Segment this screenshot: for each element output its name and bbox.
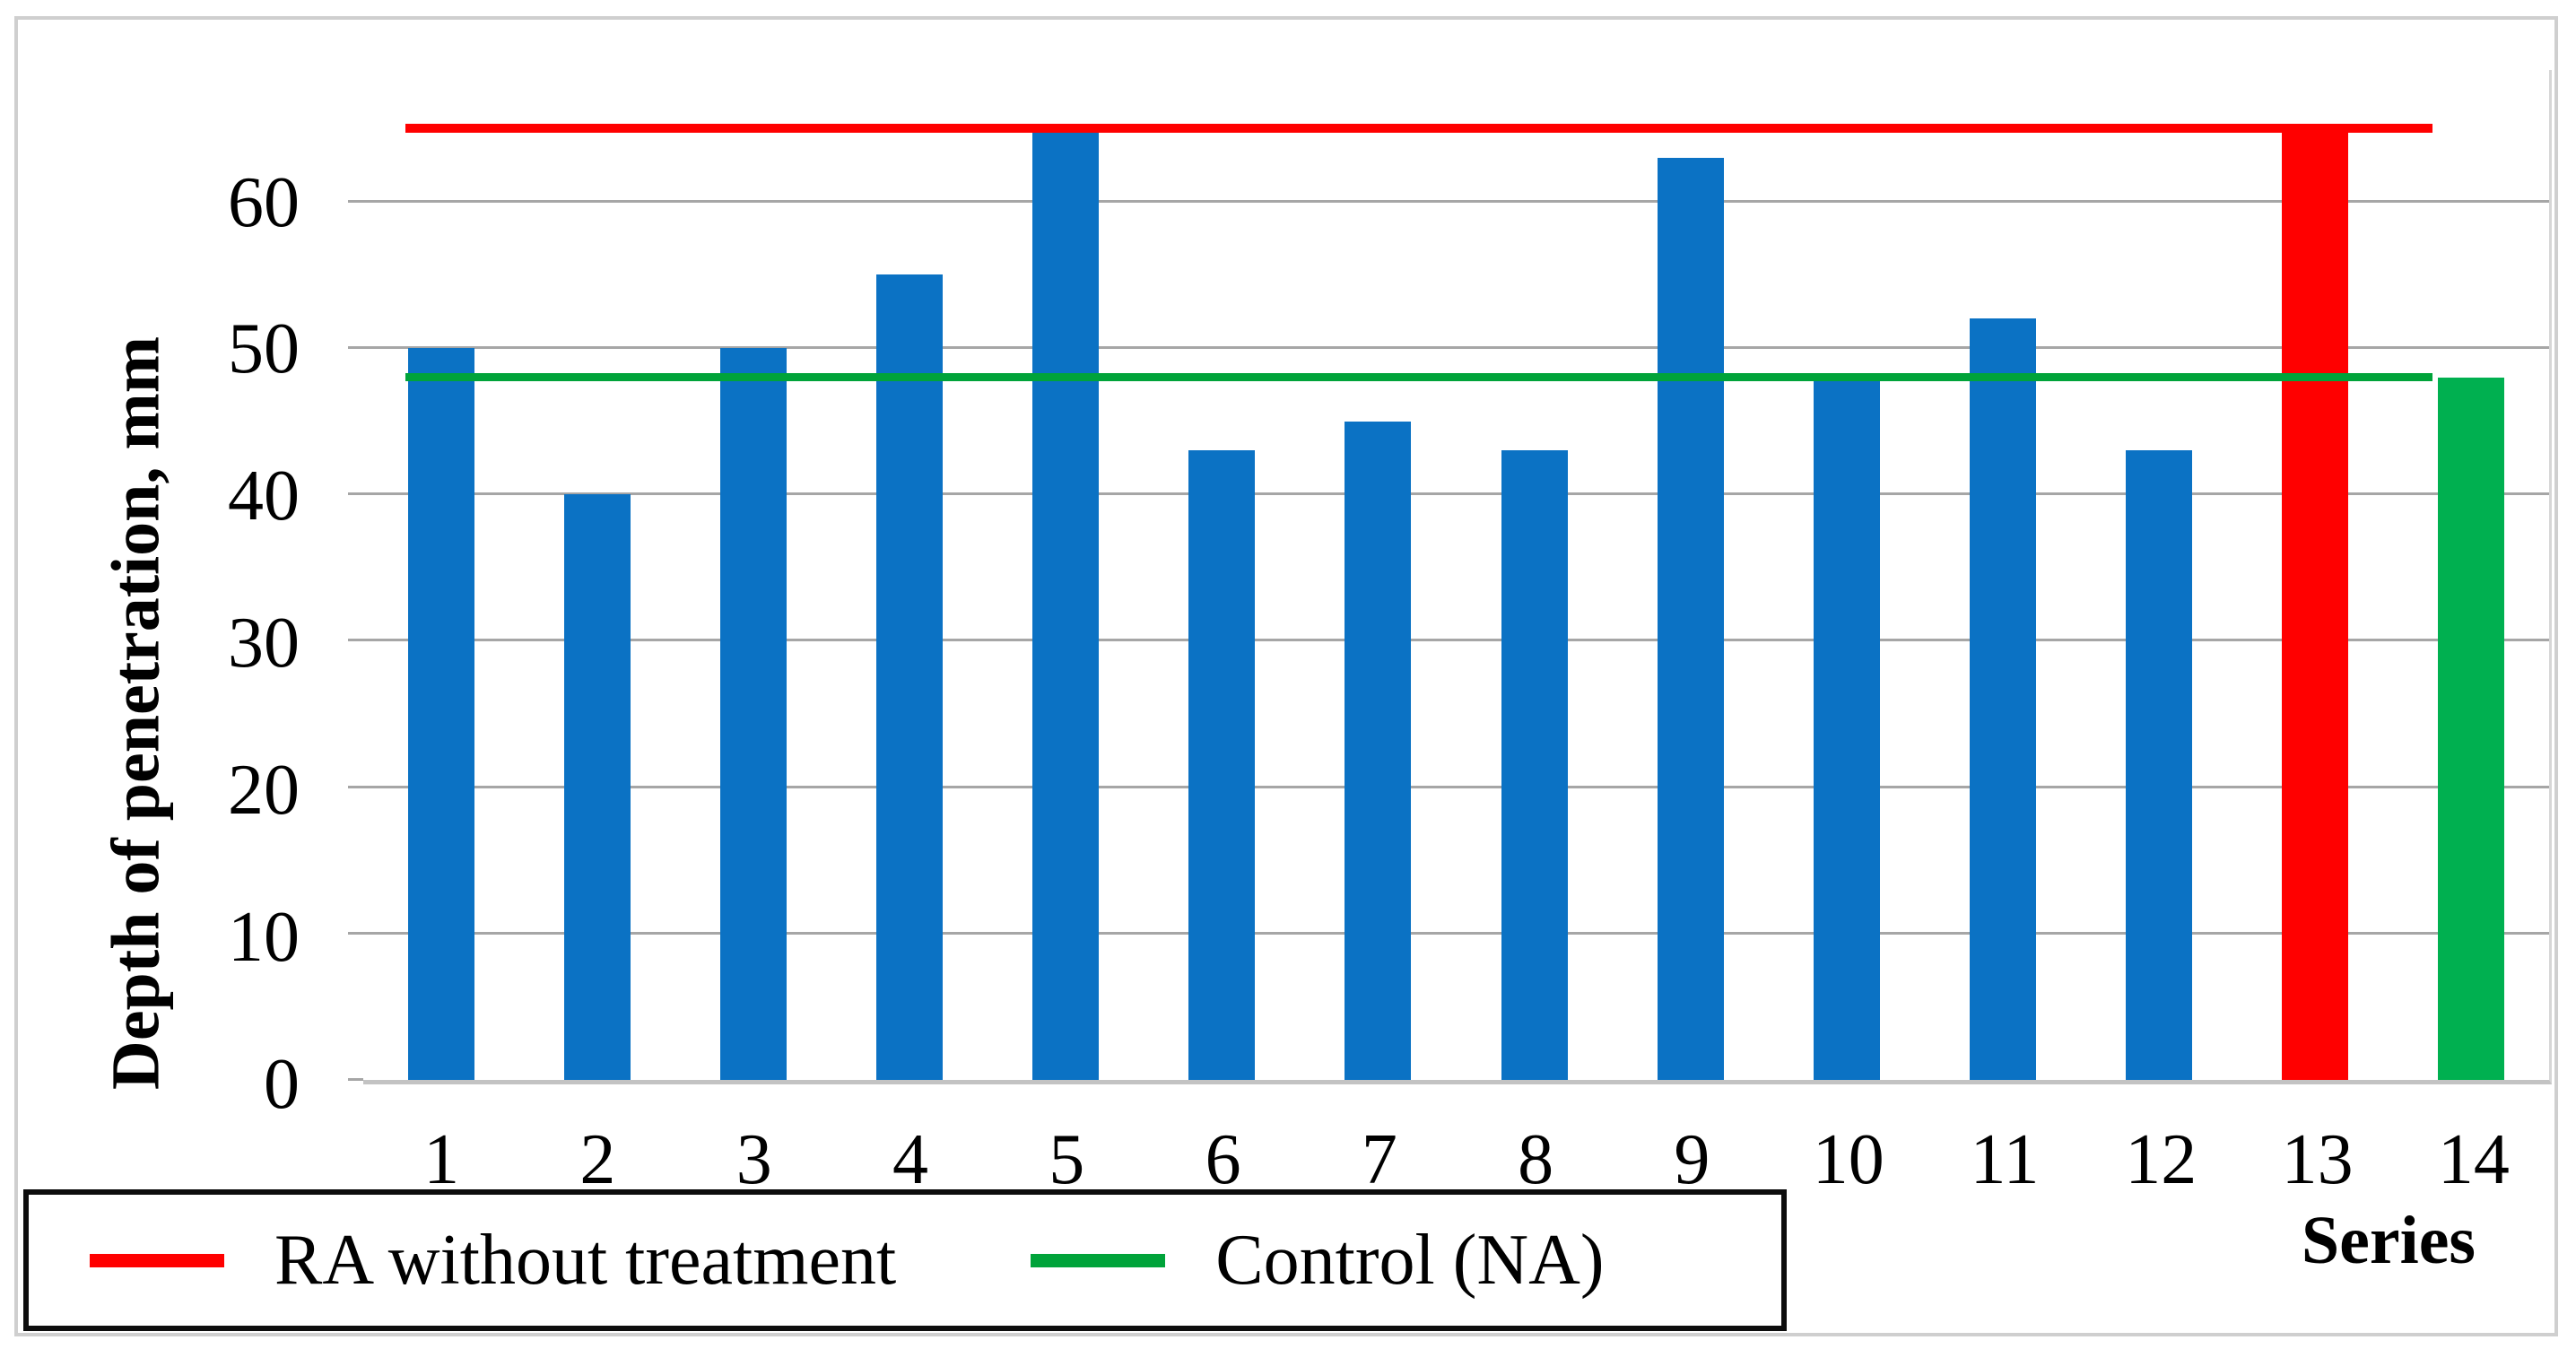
y-tick-mark-50 xyxy=(348,346,363,350)
bar-series-13 xyxy=(2281,128,2348,1080)
gridline-60 xyxy=(363,199,2549,203)
x-axis-title: Series xyxy=(2301,1203,2476,1278)
y-tick-mark-10 xyxy=(348,931,363,935)
reference-line-ra-without-treatment xyxy=(405,124,2432,134)
bar-series-3 xyxy=(720,348,788,1080)
gridline-20 xyxy=(363,785,2549,788)
x-axis-label-4: 4 xyxy=(892,1120,928,1199)
bar-series-2 xyxy=(564,494,631,1080)
legend-label-0: RA without treatment xyxy=(274,1221,897,1300)
bar-series-4 xyxy=(876,274,944,1080)
reference-line-control-na xyxy=(405,373,2432,382)
x-axis-label-1: 1 xyxy=(423,1120,460,1199)
y-axis-label-0: 0 xyxy=(264,1045,300,1124)
x-axis-label-9: 9 xyxy=(1674,1120,1710,1199)
y-axis-label-30: 30 xyxy=(228,604,300,683)
x-axis-label-7: 7 xyxy=(1361,1120,1397,1199)
x-axis-label-14: 14 xyxy=(2437,1120,2510,1199)
y-tick-mark-20 xyxy=(348,785,363,788)
bar-series-12 xyxy=(2125,450,2192,1080)
x-axis-label-8: 8 xyxy=(1518,1120,1554,1199)
bar-series-1 xyxy=(408,348,475,1080)
x-axis-label-5: 5 xyxy=(1049,1120,1085,1199)
gridline-10 xyxy=(363,931,2549,935)
y-tick-mark-60 xyxy=(348,199,363,203)
y-axis-label-20: 20 xyxy=(228,751,300,831)
bar-series-5 xyxy=(1032,128,1100,1080)
bar-series-10 xyxy=(1813,377,1880,1080)
legend-line-swatch-1 xyxy=(1031,1253,1166,1267)
y-axis-label-50: 50 xyxy=(228,309,300,389)
legend-item-0: RA without treatment xyxy=(90,1215,896,1305)
y-tick-mark-0 xyxy=(348,1078,363,1081)
bar-series-11 xyxy=(1969,318,2036,1080)
legend-label-1: Control (NA) xyxy=(1215,1221,1605,1300)
bar-series-7 xyxy=(1345,421,1412,1080)
gridline-30 xyxy=(363,639,2549,642)
gridline-40 xyxy=(363,492,2549,496)
bar-series-8 xyxy=(1501,450,1568,1080)
plot-area xyxy=(348,70,2552,1084)
y-tick-mark-30 xyxy=(348,639,363,642)
x-axis-label-6: 6 xyxy=(1205,1120,1241,1199)
x-axis-label-12: 12 xyxy=(2125,1120,2197,1199)
bar-series-9 xyxy=(1657,157,1724,1080)
legend-line-swatch-0 xyxy=(90,1253,224,1267)
bar-series-6 xyxy=(1188,450,1256,1080)
x-axis-tick-labels: 1 2 3 4 5 6 7 8 9 10 11 12 13 14 xyxy=(363,1118,2552,1208)
x-axis-label-2: 2 xyxy=(579,1120,616,1199)
bar-series-14 xyxy=(2437,377,2504,1080)
x-axis-label-3: 3 xyxy=(735,1120,772,1199)
y-tick-mark-40 xyxy=(348,492,363,496)
legend-item-1: Control (NA) xyxy=(1031,1215,1605,1305)
legend-box: RA without treatment Control (NA) xyxy=(23,1189,1787,1331)
x-axis-label-13: 13 xyxy=(2281,1120,2354,1199)
y-axis-tick-labels: 0 10 20 30 40 50 60 xyxy=(0,70,305,1122)
x-axis-label-10: 10 xyxy=(1812,1120,1884,1199)
y-axis-label-10: 10 xyxy=(228,898,300,978)
y-axis-label-40: 40 xyxy=(228,457,300,536)
y-axis-label-60: 60 xyxy=(228,162,300,242)
x-axis-label-11: 11 xyxy=(1970,1120,2040,1199)
gridline-50 xyxy=(363,346,2549,350)
